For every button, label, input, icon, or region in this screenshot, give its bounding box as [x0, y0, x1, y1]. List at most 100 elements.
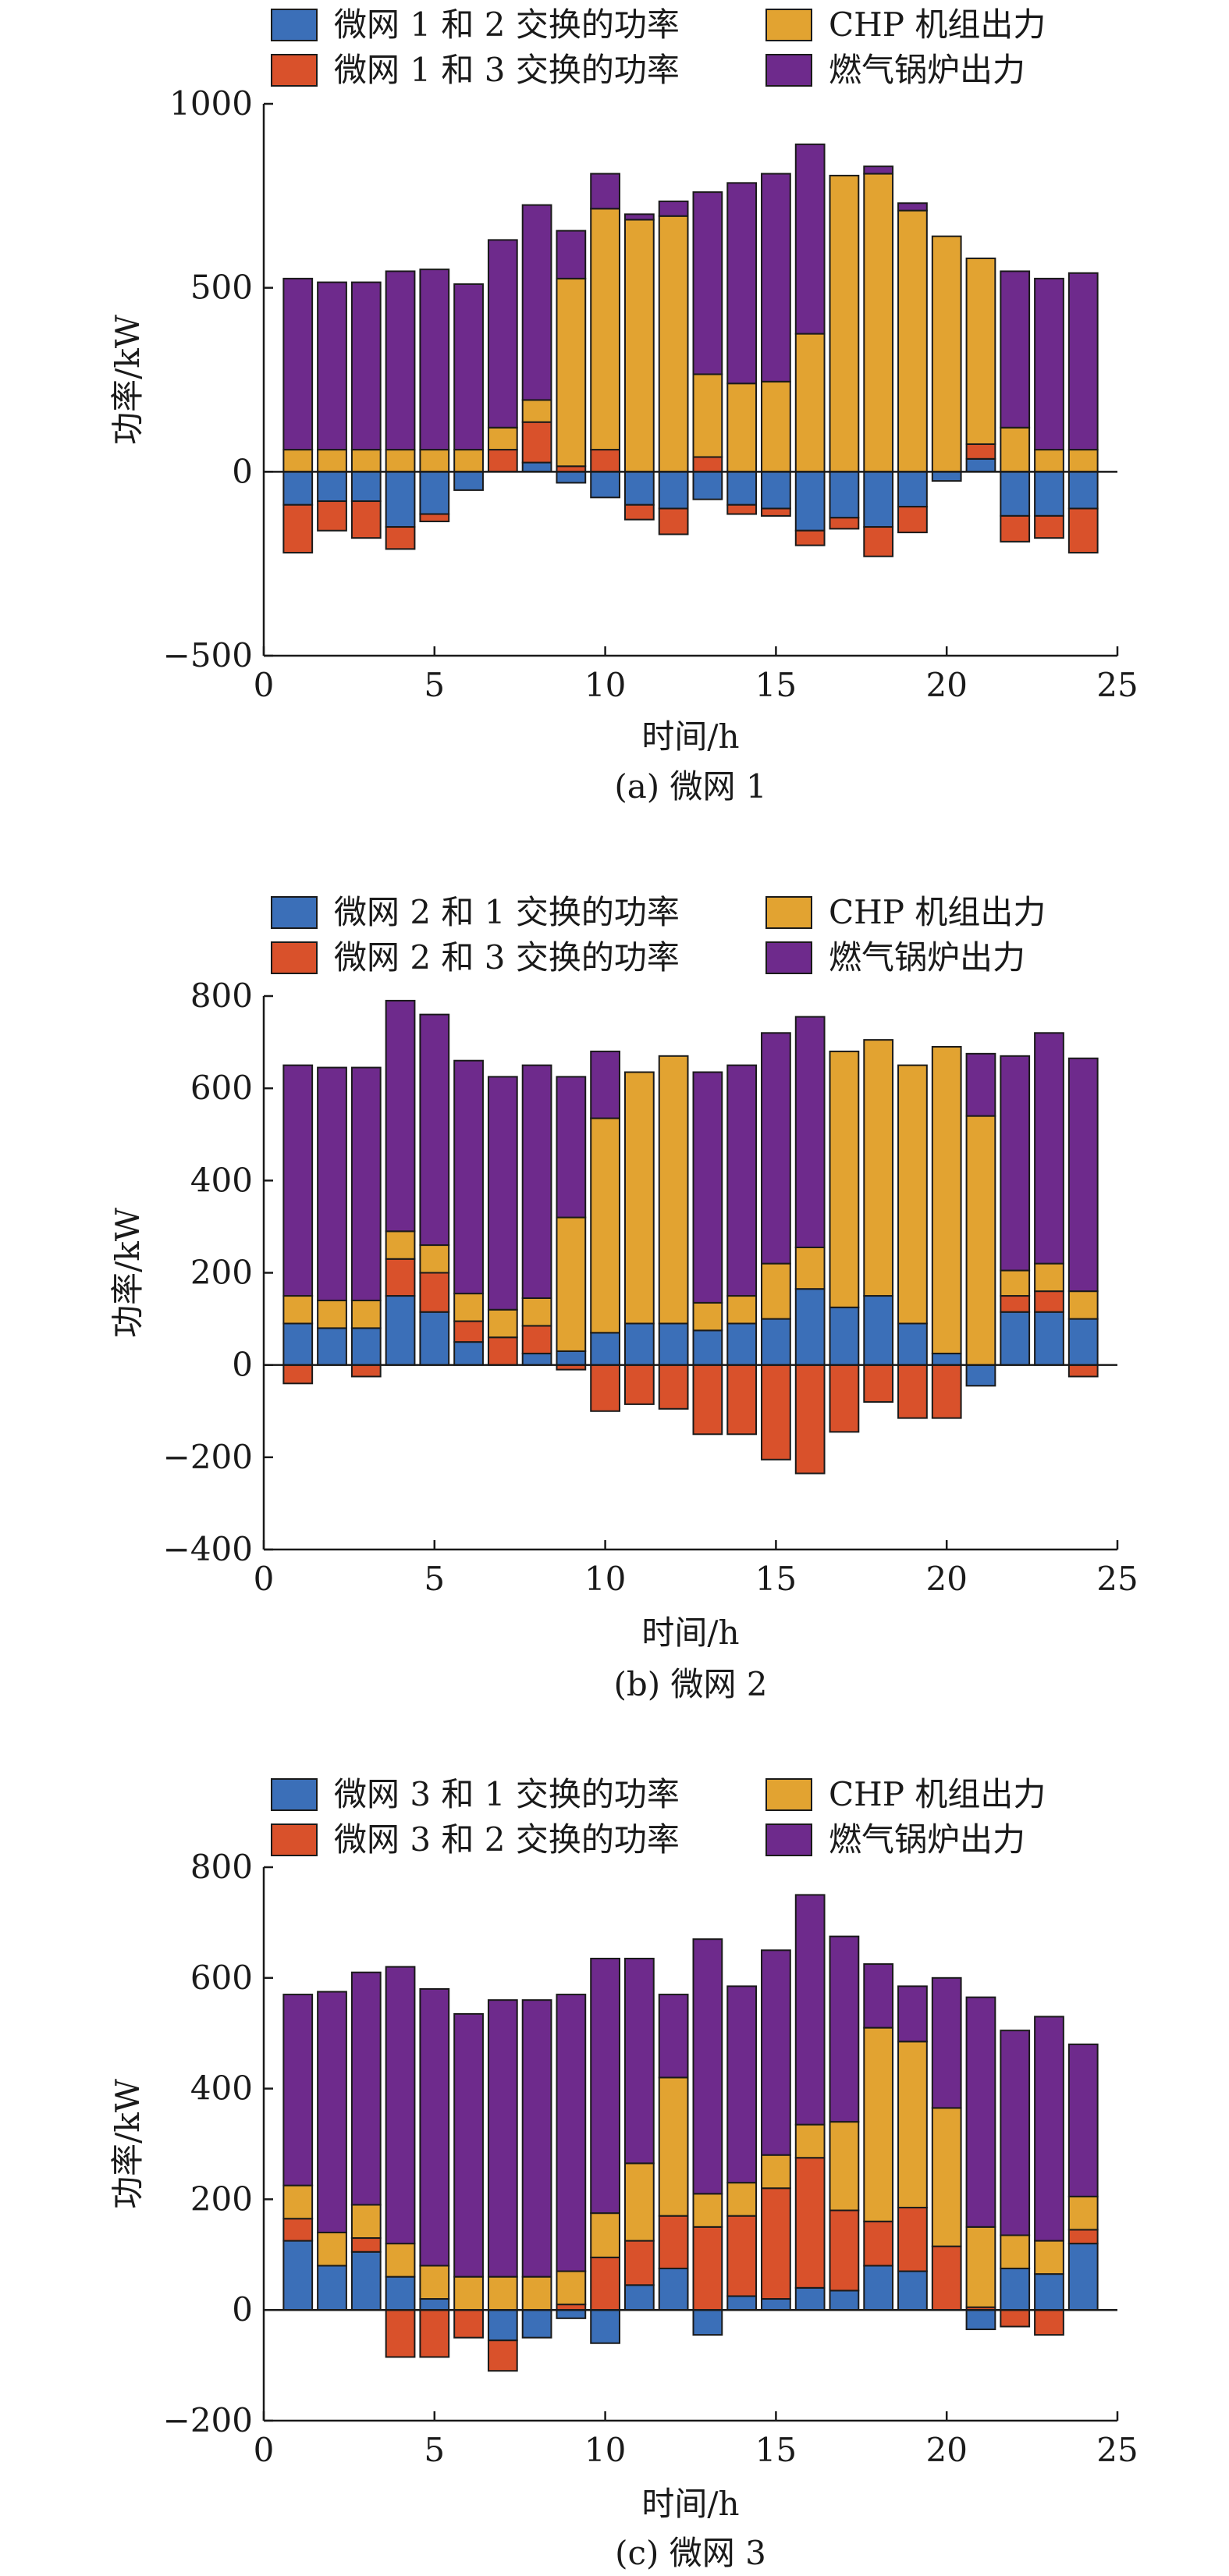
bar-segment — [658, 507, 689, 535]
legend-label: 微网 3 和 1 交换的功率 — [334, 1775, 680, 1813]
bar-segment — [658, 200, 689, 217]
x-axis-label: 时间/h — [641, 717, 739, 756]
bar-segment — [385, 999, 416, 1233]
bar-segment — [1000, 2234, 1031, 2270]
bar-segment — [487, 1999, 518, 2278]
bar-segment — [863, 173, 894, 473]
bar-segment — [385, 1966, 416, 2245]
bar-segment — [453, 1341, 484, 1366]
y-tick-label: 1000 — [169, 84, 253, 123]
legend-swatch — [765, 1778, 812, 1811]
y-tick-label: 600 — [190, 1069, 253, 1107]
bar-segment — [794, 471, 826, 532]
bar-segment — [1067, 2043, 1099, 2197]
bar-segment — [692, 1071, 723, 1304]
bar-segment — [350, 500, 382, 539]
y-tick-label: 400 — [190, 1161, 253, 1199]
bar-segment — [726, 382, 758, 473]
legend-swatch — [765, 941, 812, 974]
bar-segment — [692, 1301, 723, 1332]
bar-segment — [829, 1050, 860, 1308]
bar-segment — [761, 1032, 791, 1265]
legend-swatch — [271, 896, 318, 929]
bar-segment — [794, 1364, 826, 1475]
bar-segment — [1034, 2240, 1064, 2275]
bar-segment — [1000, 2268, 1031, 2311]
y-tick-label: 800 — [190, 1848, 253, 1886]
bar-segment — [590, 1117, 620, 1334]
legend-label: 微网 2 和 3 交换的功率 — [334, 938, 680, 977]
bar-segment — [1067, 2195, 1099, 2231]
bar-segment — [897, 1364, 928, 1419]
bar-segment — [623, 219, 655, 473]
bar-segment — [1034, 2273, 1064, 2311]
bar-segment — [1000, 2030, 1031, 2236]
bar-segment — [487, 239, 518, 429]
bar-segment — [487, 2339, 518, 2372]
bar-segment — [726, 2295, 758, 2311]
bar-segment — [794, 529, 826, 546]
x-tick-label: 20 — [925, 1560, 967, 1598]
bar-segment — [385, 2243, 416, 2278]
bar-segment — [761, 1949, 791, 2156]
bar-segment — [282, 2240, 314, 2311]
bar-segment — [1067, 2243, 1099, 2311]
bar-segment — [1000, 1055, 1031, 1272]
bar-segment — [282, 449, 314, 473]
bar-segment — [931, 1976, 962, 2109]
bar-segment — [623, 471, 655, 506]
bar-segment — [385, 1258, 416, 1297]
bar-segment — [897, 2041, 928, 2209]
bar-segment — [897, 2207, 928, 2272]
bar-segment — [931, 2107, 962, 2247]
bar-segment — [761, 2187, 791, 2300]
bar-segment — [419, 2265, 450, 2300]
bar-segment — [897, 506, 928, 534]
legend-label: CHP 机组出力 — [829, 893, 1046, 931]
legend-swatch — [271, 941, 318, 974]
x-tick-label: 5 — [424, 1560, 445, 1598]
bar-segment — [1000, 1311, 1031, 1366]
bar-segment — [829, 1364, 860, 1433]
bar-segment — [863, 471, 894, 528]
y-axis-label: 功率/kW — [108, 314, 147, 445]
bar-segment — [1000, 471, 1031, 517]
bar-segment — [1000, 2309, 1031, 2328]
bar-segment — [1067, 507, 1099, 554]
legend-label: CHP 机组出力 — [829, 5, 1046, 44]
bar-segment — [726, 503, 758, 515]
bar-segment — [692, 1329, 723, 1366]
bar-segment — [1067, 2229, 1099, 2245]
x-tick-label: 5 — [424, 666, 445, 704]
y-tick-label: 800 — [190, 977, 253, 1015]
bar-segment — [556, 1216, 587, 1352]
bar-segment — [282, 1064, 314, 1297]
bar-segment — [487, 1336, 518, 1366]
bar-segment — [1034, 1311, 1064, 1366]
bar-segment — [897, 1985, 928, 2043]
bar-segment — [897, 1064, 928, 1325]
panel-caption: (b) 微网 2 — [613, 1665, 767, 1703]
bar-segment — [931, 471, 962, 482]
bar-segment — [692, 2226, 723, 2311]
bar-segment — [453, 283, 484, 451]
bar-segment — [590, 2309, 620, 2344]
bar-segment — [794, 1016, 826, 1249]
bar-segment — [829, 2290, 860, 2311]
bar-segment — [829, 471, 860, 519]
bar-segment — [623, 1071, 655, 1325]
bar-segment — [726, 1322, 758, 1366]
x-axis-label: 时间/h — [641, 1614, 739, 1652]
bar-segment — [350, 1364, 382, 1378]
bar-segment — [863, 1364, 894, 1403]
bar-segment — [829, 1306, 860, 1366]
y-tick-label: −400 — [163, 1530, 253, 1568]
bar-segment — [350, 1971, 382, 2206]
bar-segment — [863, 2220, 894, 2267]
bar-segment — [521, 2309, 552, 2339]
bar-segment — [453, 1293, 484, 1322]
bar-segment — [692, 191, 723, 375]
bar-segment — [590, 471, 620, 499]
